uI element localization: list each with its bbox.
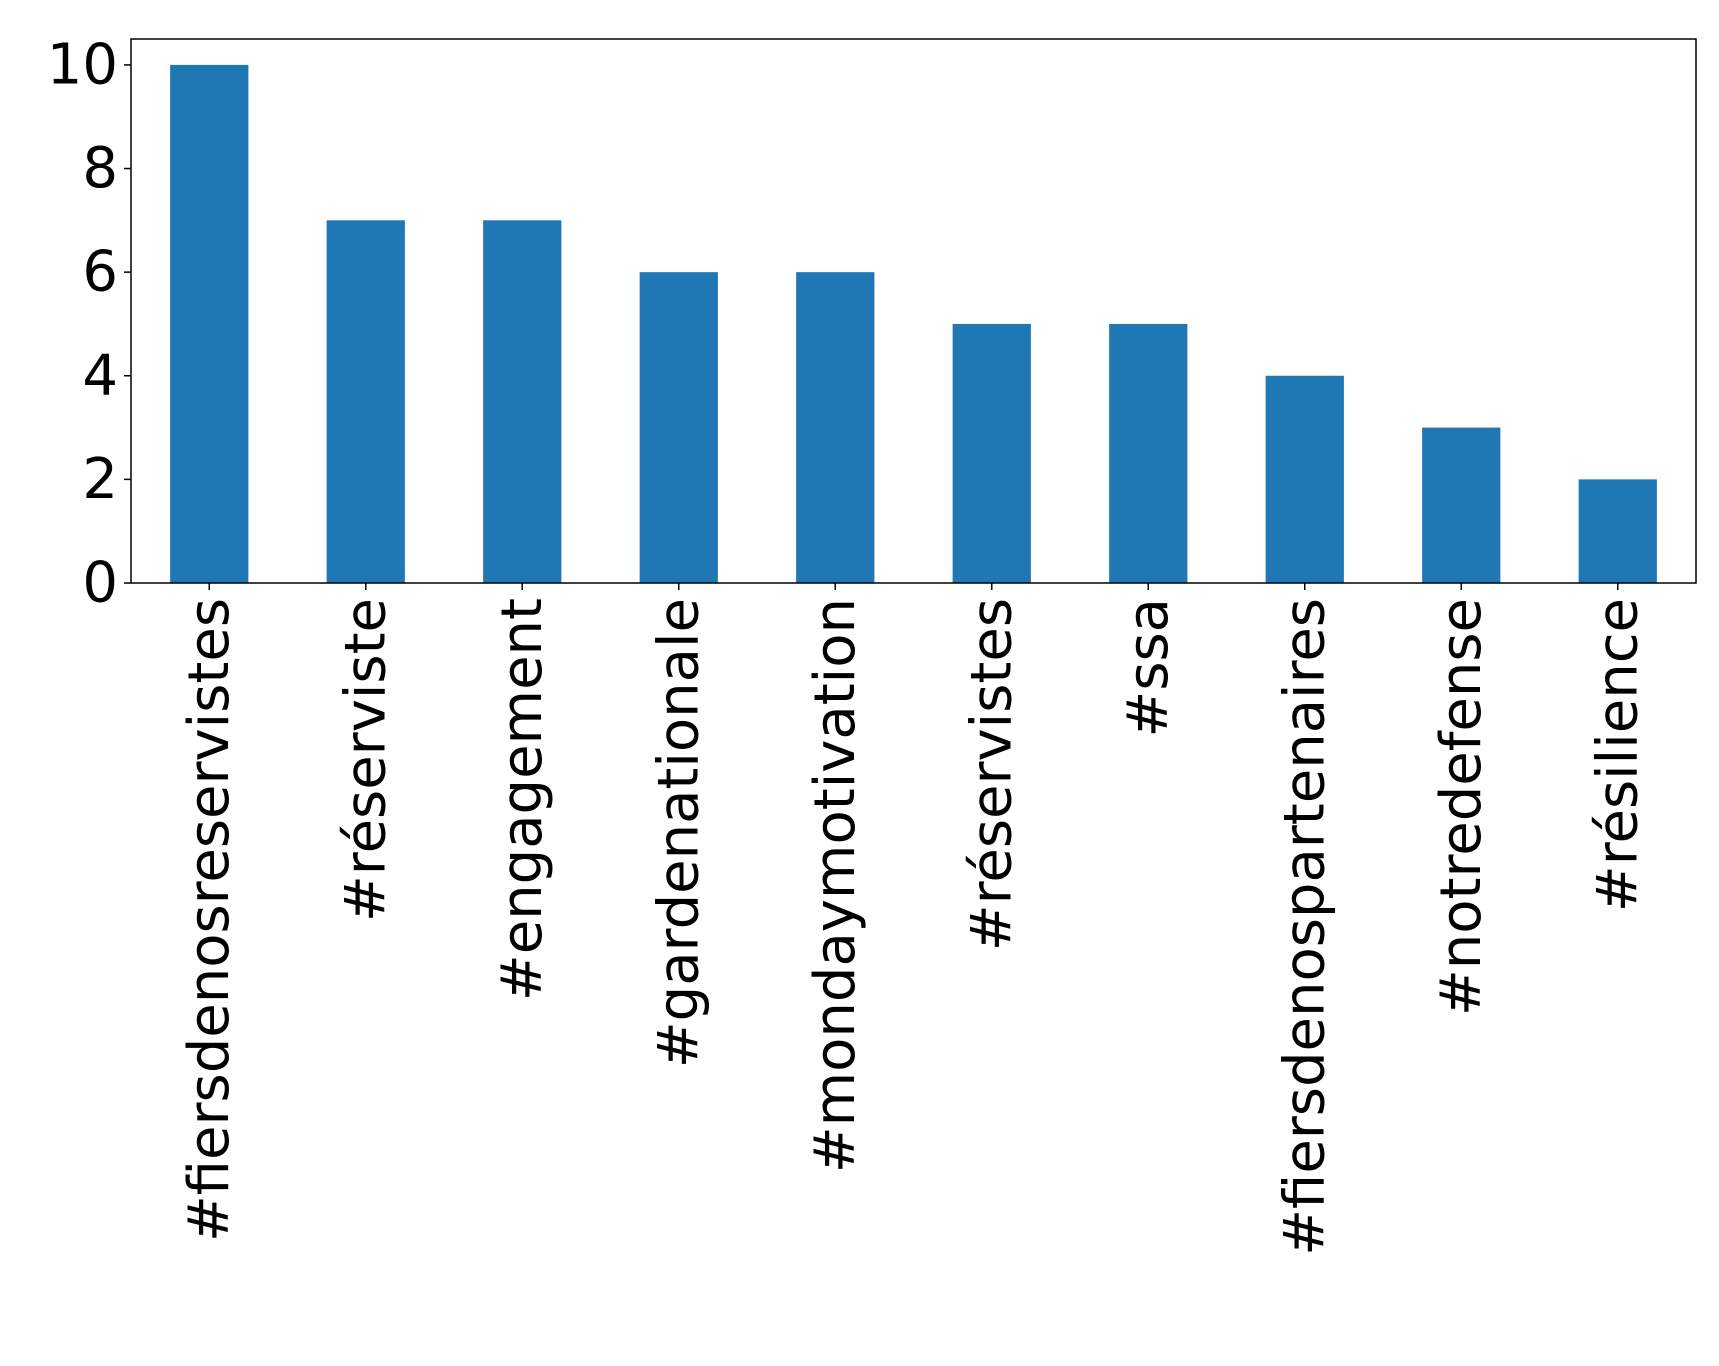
- bar: [796, 272, 875, 583]
- x-tick-label: #fiersdenospartenaires: [1272, 598, 1337, 1256]
- bar: [326, 220, 405, 583]
- y-axis: 0 2 4 6 8 10: [47, 32, 131, 616]
- y-tick-label: 4: [82, 343, 118, 408]
- x-tick-label: #réserviste: [333, 598, 398, 922]
- x-tick-label: #engagement: [490, 598, 555, 1001]
- plot-frame: [130, 38, 1697, 584]
- y-tick-label: 10: [47, 32, 118, 97]
- bar: [639, 272, 718, 583]
- y-tick-label: 8: [82, 136, 118, 201]
- x-tick-label: #ssa: [1116, 598, 1181, 738]
- bars-layer: [170, 64, 1657, 583]
- bar: [170, 64, 249, 583]
- x-tick-label: #résilience: [1585, 598, 1650, 912]
- bar: [1265, 375, 1344, 583]
- bar: [1578, 479, 1657, 583]
- x-axis: #fiersdenosreservistes #réserviste #engage…: [177, 583, 1650, 1256]
- bar: [483, 220, 562, 583]
- bar: [952, 323, 1031, 583]
- x-tick-label: #mondaymotivation: [803, 598, 868, 1173]
- x-tick-label: #fiersdenosreservistes: [177, 598, 242, 1242]
- x-tick-label: #réservistes: [959, 598, 1024, 951]
- y-tick-label: 2: [82, 447, 118, 512]
- bar: [1422, 427, 1501, 583]
- x-tick-label: #gardenationale: [646, 598, 711, 1068]
- y-tick-label: 6: [82, 240, 118, 305]
- x-tick-label: #notredefense: [1429, 598, 1494, 1016]
- y-tick-label: 0: [82, 551, 118, 616]
- bar: [1109, 323, 1188, 583]
